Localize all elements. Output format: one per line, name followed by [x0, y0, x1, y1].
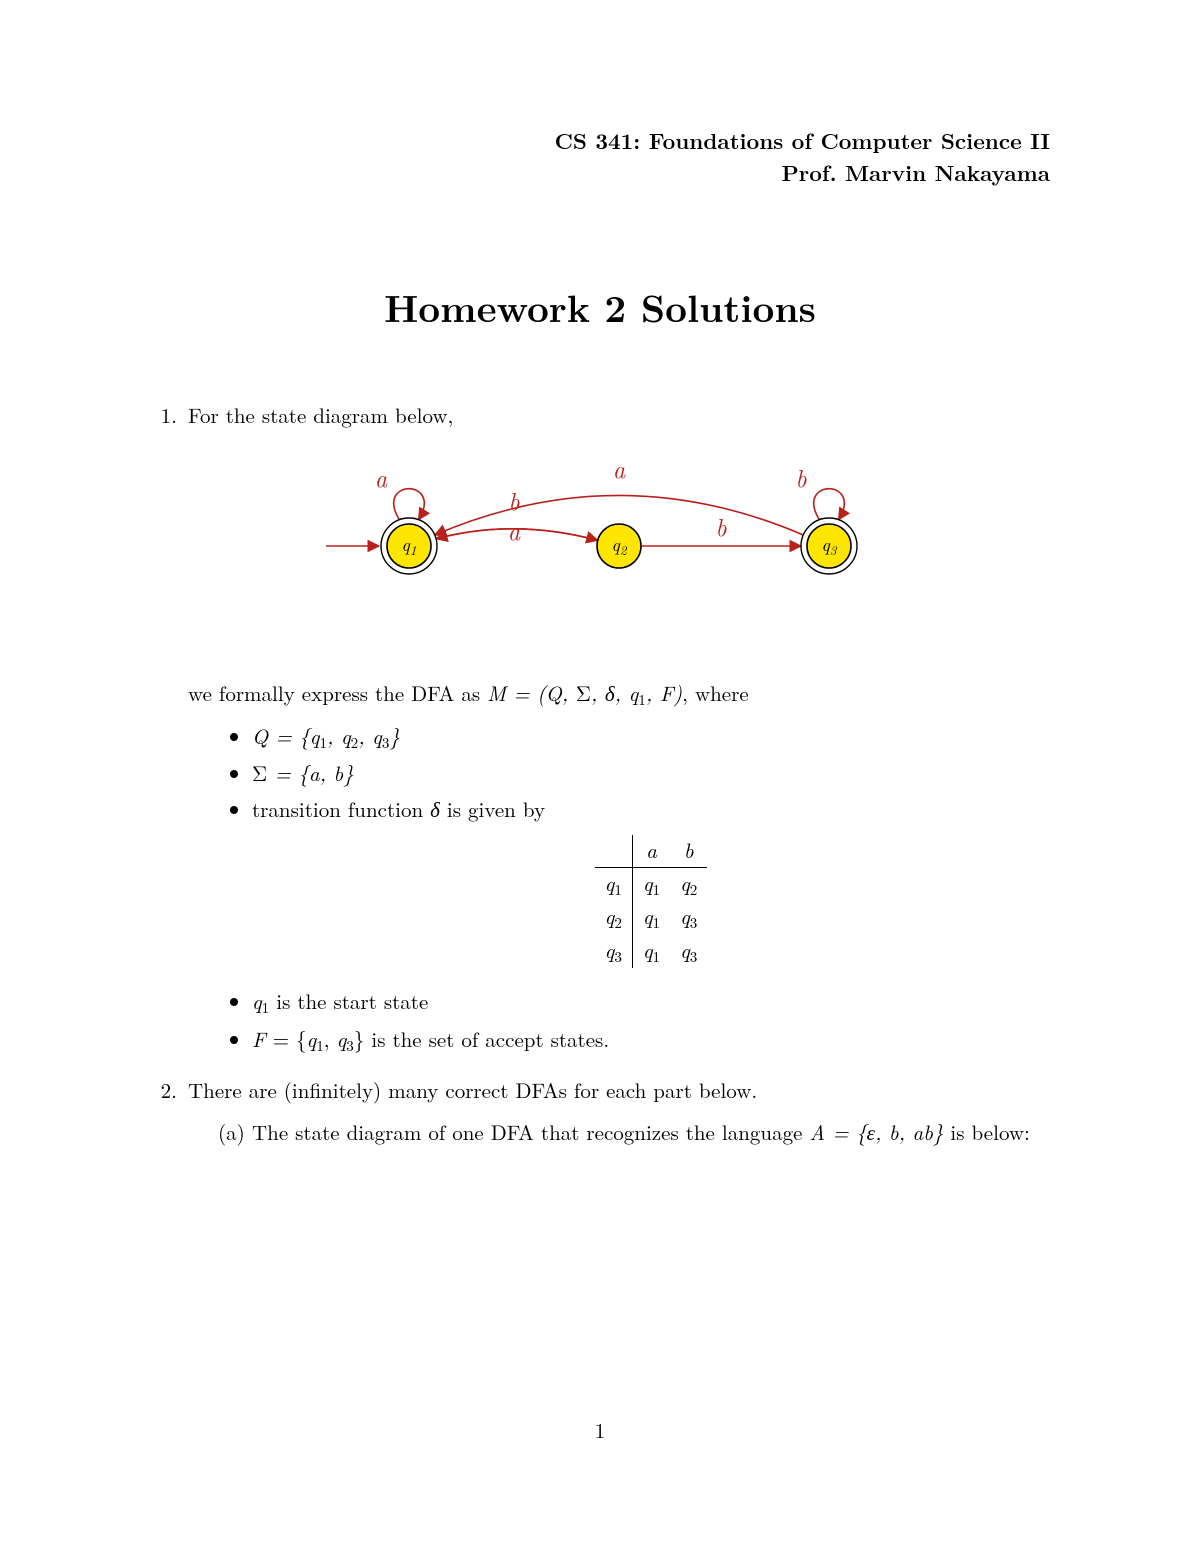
- problem-1: For the state diagram below, ababbaq1q2q…: [184, 400, 1050, 1057]
- problem-2: There are (infinitely) many correct DFAs…: [184, 1075, 1050, 1148]
- course-title: CS 341: Foundations of Computer Science …: [555, 125, 1050, 157]
- header-block: CS 341: Foundations of Computer Science …: [555, 125, 1050, 189]
- page: CS 341: Foundations of Computer Science …: [0, 0, 1200, 1553]
- bullet-F: F = {q1, q3} is the set of accept states…: [252, 1024, 1050, 1057]
- state-diagram: ababbaq1q2q3: [289, 446, 949, 656]
- set-A: A = {ε, b, ab}: [809, 1117, 943, 1147]
- bullet-delta: transition function δ is given by abq1q1…: [252, 794, 1050, 968]
- problem-1-dfa-def: we formally express the DFA as M = (Q, Σ…: [188, 678, 1050, 711]
- svg-text:a: a: [613, 451, 626, 485]
- transition-table: abq1q1q2q2q1q3q3q1q3: [595, 835, 708, 968]
- professor-name: Prof. Marvin Nakayama: [555, 157, 1050, 189]
- svg-text:b: b: [715, 509, 727, 543]
- problem-2-intro: There are (infinitely) many correct DFAs…: [188, 1075, 757, 1105]
- dfa-tuple: M = (Q, Σ, δ, q1, F): [487, 678, 682, 708]
- svg-text:a: a: [508, 513, 521, 547]
- bullet-Q: Q = {q1, q2, q3}: [252, 721, 1050, 754]
- problem-1-bullets: Q = {q1, q2, q3} Σ = {a, b} transition f…: [188, 721, 1050, 1057]
- bullet-Sigma: Σ = {a, b}: [252, 758, 1050, 790]
- svg-text:b: b: [795, 460, 807, 494]
- problem-2-subitems: (a) The state diagram of one DFA that re…: [188, 1117, 1050, 1149]
- page-number: 1: [0, 1415, 1200, 1445]
- svg-text:b: b: [508, 483, 520, 517]
- bullet-start: q1 is the start state: [252, 986, 1050, 1019]
- problem-2a: (a) The state diagram of one DFA that re…: [218, 1117, 1050, 1149]
- page-title: Homework 2 Solutions: [0, 280, 1200, 334]
- problem-1-intro: For the state diagram below,: [188, 400, 453, 430]
- svg-text:a: a: [375, 460, 388, 494]
- body: For the state diagram below, ababbaq1q2q…: [150, 400, 1050, 1166]
